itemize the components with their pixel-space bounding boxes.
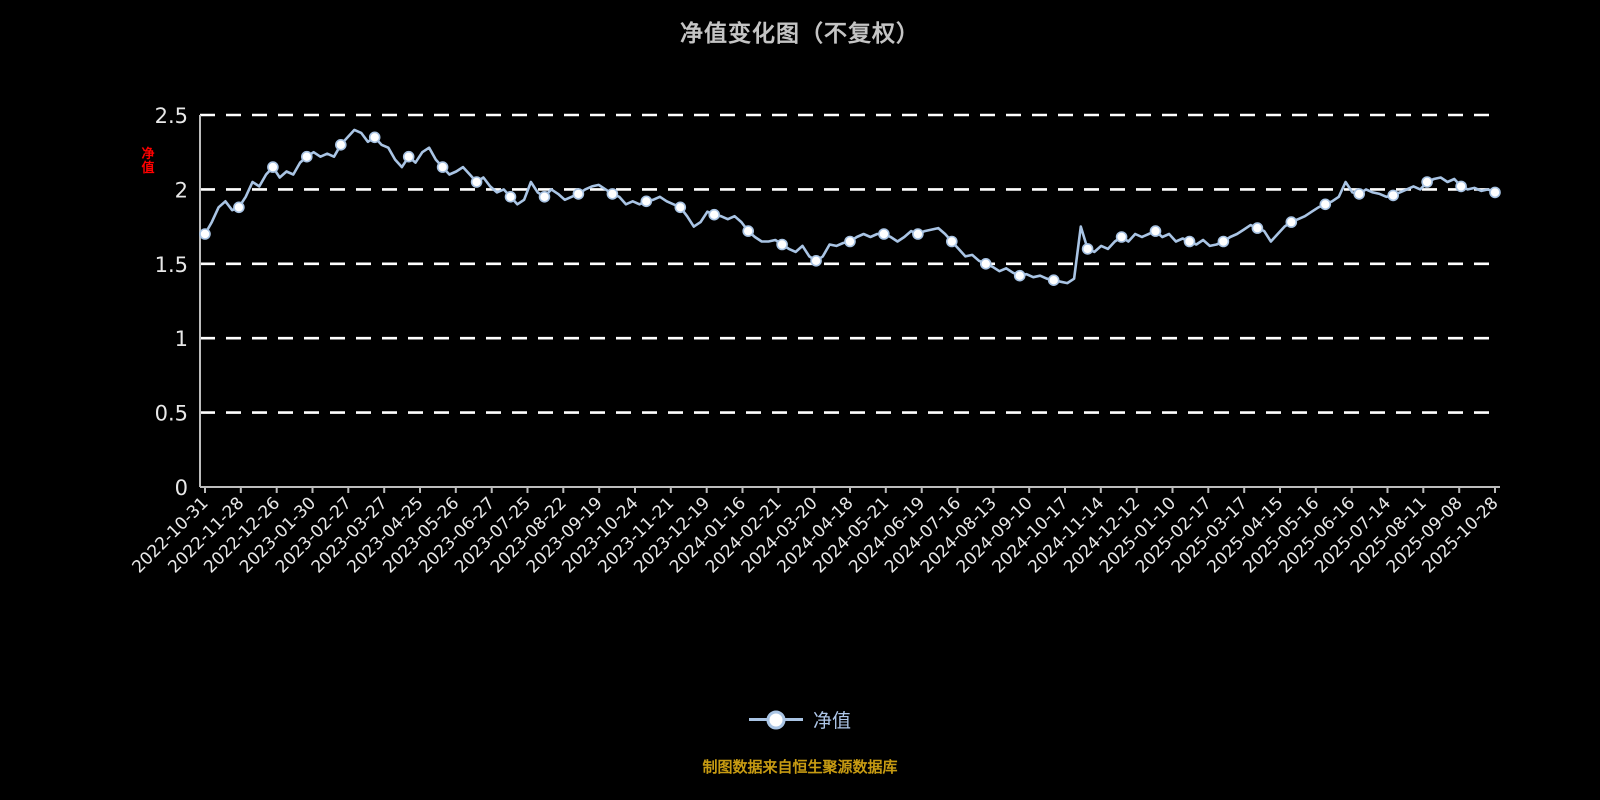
data-point-marker: [810, 254, 822, 267]
data-point-marker: [1285, 216, 1298, 228]
y-tick-label: 0.5: [155, 402, 188, 426]
data-point-marker: [368, 131, 381, 144]
y-tick-label: 0: [175, 476, 188, 500]
data-point-marker: [300, 150, 313, 163]
data-point-marker: [199, 228, 211, 240]
legend-dot-icon: [766, 710, 786, 729]
y-tick-label: 2.5: [155, 104, 188, 128]
data-point-marker: [572, 188, 585, 200]
data-point-marker: [504, 191, 517, 203]
data-point-marker: [945, 235, 958, 248]
y-tick-label: 1: [175, 327, 188, 351]
chart-title: 净值变化图（不复权）: [680, 21, 920, 47]
data-point-marker: [878, 228, 890, 240]
data-point-marker: [979, 257, 992, 270]
data-point-marker: [233, 201, 245, 214]
y-axis-unit-label: 净值: [141, 146, 154, 176]
data-point-marker: [402, 150, 415, 163]
data-point-marker: [1047, 274, 1060, 287]
data-point-marker: [776, 238, 788, 251]
series-line: [203, 128, 1497, 285]
data-point-marker: [1251, 222, 1264, 234]
data-source-caption: 制图数据来自恒生聚源数据库: [702, 758, 898, 776]
data-point-marker: [436, 161, 449, 173]
data-point-marker: [1489, 186, 1501, 199]
data-point-marker: [1387, 189, 1399, 202]
data-point-marker: [640, 195, 653, 208]
data-point-marker: [267, 161, 279, 173]
data-point-marker: [606, 188, 619, 200]
data-point-marker: [1149, 225, 1162, 237]
data-point-marker: [1217, 235, 1230, 248]
data-point-marker: [844, 235, 856, 248]
data-point-marker: [1455, 180, 1467, 193]
data-point-marker: [1421, 176, 1433, 188]
data-point-marker: [334, 139, 347, 151]
data-point-marker: [742, 225, 755, 237]
legend-label: 净值: [812, 710, 851, 732]
y-tick-label: 1.5: [155, 253, 188, 277]
y-tick-label: 2: [175, 178, 188, 202]
legend: 净值: [0, 706, 1600, 733]
data-point-marker: [538, 191, 551, 203]
data-point-marker: [1183, 235, 1196, 248]
data-point-marker: [912, 228, 924, 240]
data-point-marker: [674, 201, 687, 214]
data-point-marker: [1319, 198, 1332, 211]
data-point-marker: [1115, 231, 1128, 243]
data-point-marker: [1081, 243, 1094, 255]
data-point-marker: [708, 208, 721, 221]
data-point-marker: [470, 176, 483, 188]
data-point-marker: [1013, 269, 1026, 282]
data-point-marker: [1353, 188, 1365, 200]
legend-marker-icon: [748, 710, 803, 730]
